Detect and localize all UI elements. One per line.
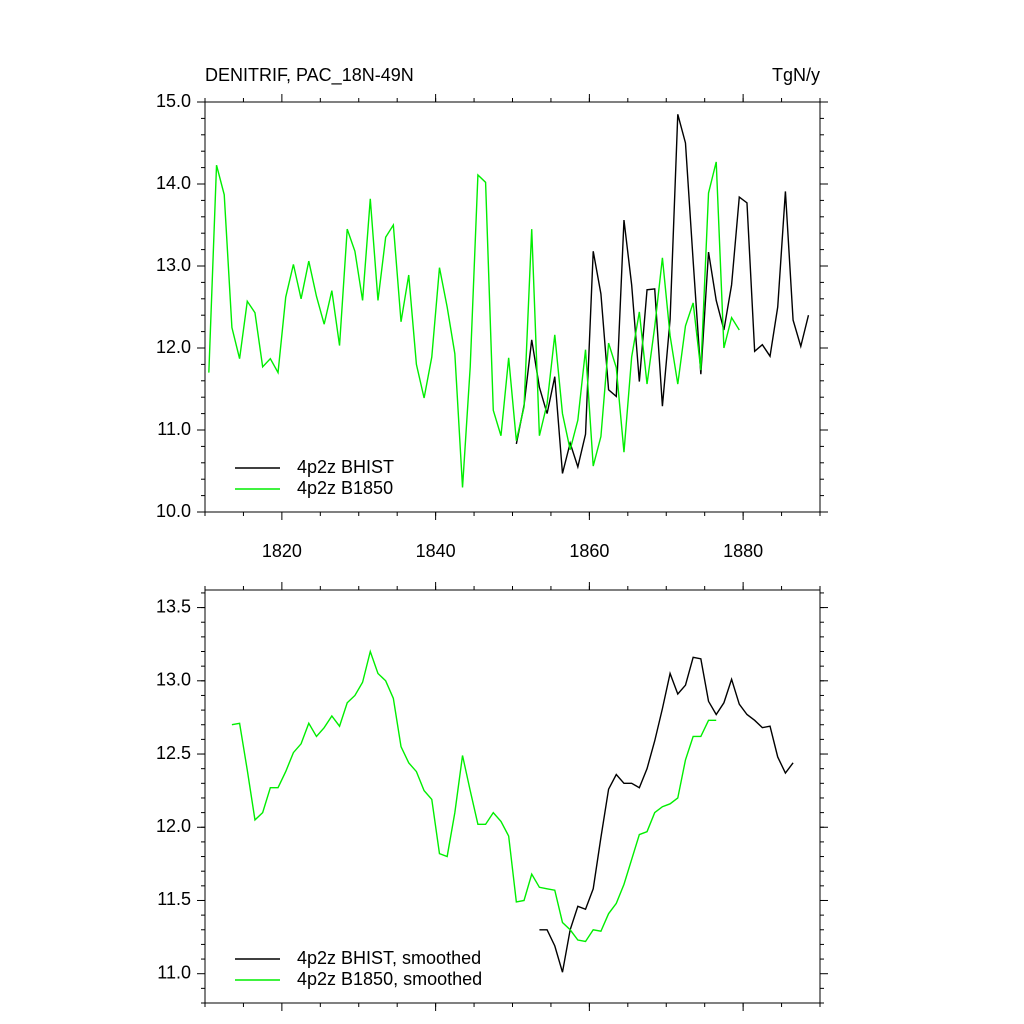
series-line: [539, 656, 794, 973]
y-tick-label: 11.0: [157, 419, 191, 439]
series-line: [208, 161, 740, 488]
x-tick-label: 1820: [262, 541, 302, 561]
y-tick-label: 14.0: [156, 173, 191, 193]
y-tick-label: 13.5: [156, 596, 191, 616]
y-tick-label: 12.5: [156, 743, 191, 763]
legend-label: 4p2z BHIST, smoothed: [297, 948, 481, 968]
y-tick-label: 12.0: [156, 816, 191, 836]
x-tick-label: 1860: [569, 541, 609, 561]
y-tick-label: 10.0: [156, 501, 191, 521]
y-tick-label: 11.5: [157, 889, 191, 909]
y-tick-label: 11.0: [157, 962, 191, 982]
chart-title: DENITRIF, PAC_18N-49N: [205, 65, 414, 86]
plot-frame: [204, 589, 821, 1004]
legend-label: 4p2z B1850, smoothed: [297, 969, 482, 989]
x-tick-label: 1840: [416, 541, 456, 561]
y-tick-label: 12.0: [156, 337, 191, 357]
units-label: TgN/y: [772, 65, 820, 85]
legend-label: 4p2z B1850: [297, 478, 393, 498]
series-line: [231, 649, 717, 943]
x-tick-label: 1880: [723, 541, 763, 561]
y-tick-label: 13.0: [156, 255, 191, 275]
series-line: [515, 114, 810, 474]
legend-label: 4p2z BHIST: [297, 457, 394, 477]
y-tick-label: 13.0: [156, 670, 191, 690]
y-tick-label: 15.0: [156, 91, 191, 111]
